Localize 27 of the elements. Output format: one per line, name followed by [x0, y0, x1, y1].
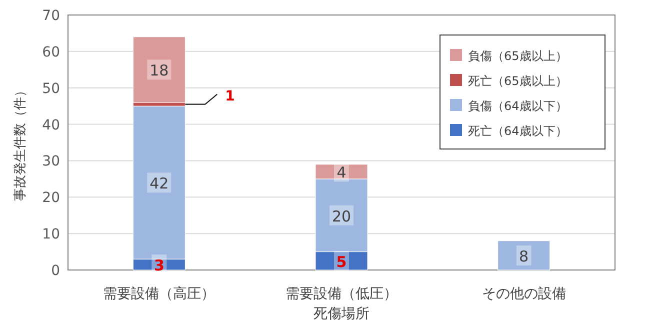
- legend-label: 負傷（64歳以下）: [468, 99, 568, 113]
- legend-label: 負傷（65歳以上）: [468, 49, 568, 63]
- data-label: 18: [150, 62, 169, 80]
- y-tick-label: 0: [51, 263, 60, 279]
- y-tick-label: 70: [42, 8, 60, 24]
- bar: [132, 36, 186, 103]
- y-tick-label: 20: [42, 190, 60, 206]
- y-tick-label: 60: [42, 44, 60, 60]
- x-tick-label: 需要設備（高圧）: [103, 286, 216, 302]
- data-label: 3: [154, 256, 164, 275]
- legend-label: 死亡（64歳以下）: [468, 124, 568, 138]
- y-tick-label: 30: [42, 154, 60, 170]
- y-tick-label: 40: [42, 117, 60, 134]
- legend-label: 死亡（65歳以上）: [468, 74, 568, 88]
- data-label: 20: [332, 207, 352, 226]
- bar: [498, 240, 550, 270]
- y-axis-title: 事故発生件数（件）: [13, 84, 28, 201]
- data-label: 42: [150, 174, 169, 193]
- y-tick-label: 50: [42, 80, 60, 97]
- data-label: 1: [225, 88, 235, 104]
- data-label: 5: [336, 252, 347, 271]
- x-axis-title: 死傷場所: [314, 306, 370, 322]
- data-label: 4: [336, 164, 346, 182]
- data-label: 8: [519, 247, 529, 266]
- x-tick-label: その他の設備: [482, 286, 566, 302]
- x-tick-label: 需要設備（低圧）: [286, 286, 398, 302]
- y-tick-label: 10: [42, 226, 60, 243]
